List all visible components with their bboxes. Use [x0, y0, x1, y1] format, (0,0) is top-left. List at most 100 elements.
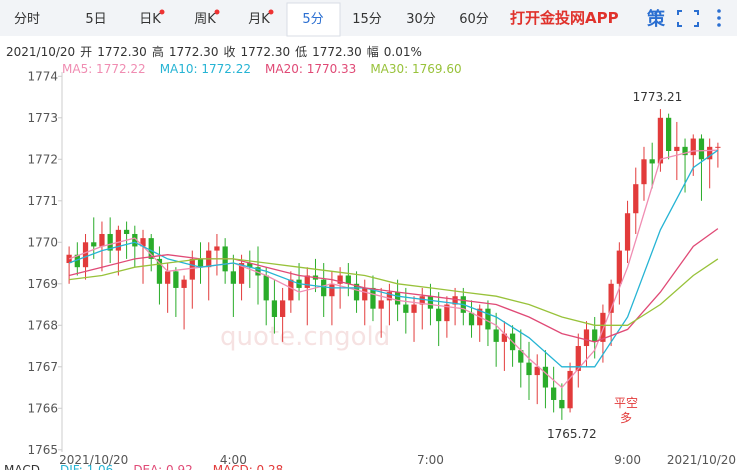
candle-body	[633, 184, 639, 214]
candle-body	[624, 213, 631, 251]
candle-body	[238, 263, 245, 284]
tab[interactable]: 15分	[352, 12, 382, 27]
y-tick-label: 1774	[27, 69, 58, 83]
candle-body	[140, 238, 146, 247]
y-tick-label: 1767	[27, 360, 58, 374]
candle-body	[370, 287, 376, 309]
tab[interactable]: 30分	[406, 12, 436, 27]
x-tick-label: 7:00	[417, 453, 444, 467]
candle-body	[551, 387, 557, 400]
candle-body	[123, 229, 130, 234]
candle-body	[263, 275, 269, 301]
candle-body	[427, 296, 434, 309]
candle-body	[329, 283, 335, 297]
candle-body	[255, 267, 261, 276]
info: 1772.30	[240, 45, 290, 59]
candle-body	[394, 292, 401, 305]
candle-body	[411, 304, 417, 313]
candle-body	[304, 275, 310, 288]
signal: 多	[620, 411, 632, 425]
tab[interactable]: 月K	[248, 12, 270, 27]
candle-body	[419, 296, 425, 305]
candle-body	[345, 275, 351, 284]
candle-body	[165, 271, 171, 284]
candle-body	[526, 362, 532, 376]
candle-body	[230, 271, 236, 284]
candle-body	[452, 296, 458, 305]
legend-entry: MA30: 1769.60	[370, 62, 461, 76]
tab[interactable]: 60分	[459, 12, 489, 27]
macd: MACD	[4, 463, 40, 470]
info: 高	[152, 44, 164, 59]
candle-body	[444, 304, 450, 322]
candle-body	[271, 300, 278, 317]
candle-body	[353, 283, 360, 301]
tab[interactable]: 5分	[302, 12, 323, 27]
candle-body	[148, 238, 154, 259]
watermark: quote.cngold	[220, 322, 390, 352]
x-tick-label: 2021/10/20	[667, 453, 736, 467]
candle-body	[698, 138, 705, 160]
candle-body	[542, 366, 549, 388]
dot	[268, 9, 274, 15]
tab[interactable]: 日K	[139, 12, 161, 27]
x-tick-label: 4:00	[220, 453, 247, 467]
tab[interactable]: 5日	[85, 12, 106, 27]
candle-body	[173, 271, 179, 288]
candle-body	[641, 159, 647, 185]
ma-line	[68, 228, 719, 343]
candle-body	[674, 146, 680, 151]
candle-body	[378, 300, 384, 309]
legend-entry: MA10: 1772.22	[160, 62, 251, 76]
candle-body	[468, 312, 475, 326]
low-label: 1765.72	[547, 427, 597, 441]
y-tick-label: 1769	[27, 277, 58, 291]
high-label: 1773.21	[633, 90, 683, 104]
tab[interactable]: 周K	[194, 12, 216, 27]
candle-body	[107, 233, 113, 251]
candle-body	[608, 283, 614, 313]
macd: DIF: 1.06	[60, 463, 113, 470]
candle-body	[74, 254, 80, 268]
candle-body	[690, 138, 696, 156]
candle-body	[403, 304, 409, 313]
info: 开	[80, 45, 92, 59]
info: 1772.30	[312, 45, 362, 59]
candle-body	[82, 242, 89, 268]
candle-body	[132, 233, 138, 247]
y-tick-label: 1771	[27, 194, 58, 208]
candle-body	[649, 159, 655, 164]
strategy-icon[interactable]: 策	[647, 8, 666, 30]
info: 低	[295, 45, 307, 59]
candle-body	[493, 329, 499, 342]
fullscreen-icon[interactable]	[677, 10, 699, 27]
info: 幅	[367, 44, 379, 59]
candle-body	[247, 263, 253, 268]
y-tick-label: 1768	[27, 318, 58, 332]
info: 0.01%	[384, 45, 422, 59]
app-link[interactable]: 打开金投网APP	[510, 9, 619, 27]
candle-body	[115, 229, 122, 251]
candle-body	[288, 279, 294, 301]
candle-body	[657, 117, 664, 164]
dot	[159, 9, 165, 15]
y-tick-label: 1765	[27, 443, 58, 457]
candle-body	[575, 346, 581, 371]
candle-body	[592, 329, 598, 342]
tab[interactable]: 分时	[14, 12, 40, 27]
candle-body	[189, 258, 195, 280]
menu-icon[interactable]	[717, 9, 721, 27]
candle-body	[386, 292, 393, 301]
macd: MACD: 0.28	[213, 463, 284, 470]
x-tick-label: 9:00	[614, 453, 641, 467]
candle-body	[485, 308, 491, 330]
y-tick-label: 1772	[27, 152, 58, 166]
candle-body	[181, 279, 187, 288]
candle-body	[665, 117, 672, 151]
candle-body	[534, 366, 540, 376]
candle-body	[321, 279, 327, 297]
candle-body	[559, 399, 565, 409]
x-tick-label: 2021/10/20	[59, 453, 128, 467]
